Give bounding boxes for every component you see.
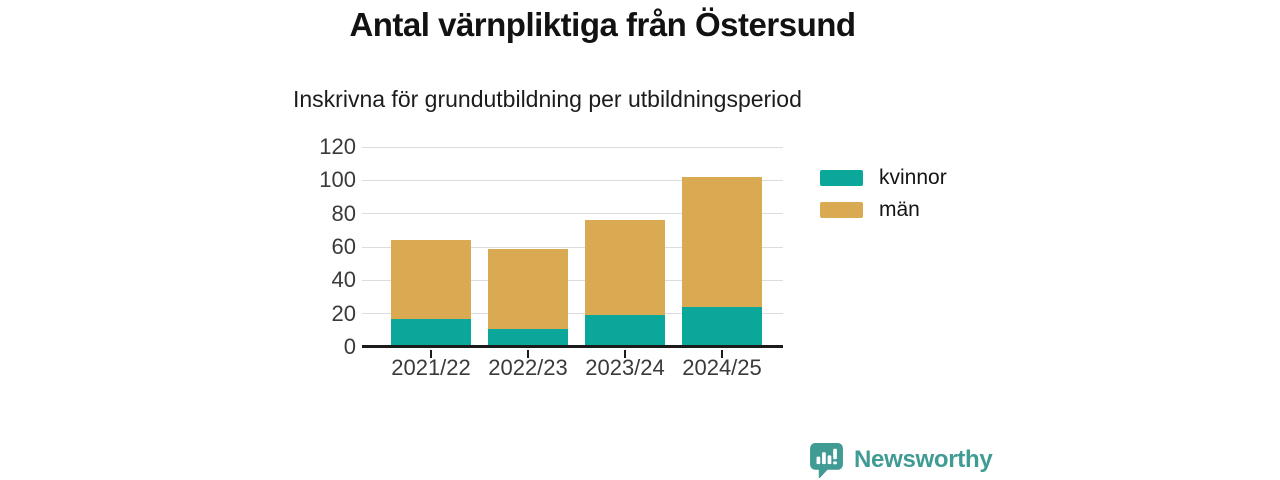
gridline-y60	[362, 246, 783, 248]
gridline-y20	[362, 313, 783, 315]
x-tick-2022/23	[527, 350, 529, 358]
gridline-y80	[362, 213, 783, 215]
newsworthy-branding: Newsworthy	[808, 441, 993, 478]
x-axis-line	[362, 345, 783, 348]
bar-2024/25	[682, 177, 762, 347]
x-tick-label: 2021/22	[391, 355, 471, 380]
plot-area: 0 20 40 60 80 100 120 2021/22 2022/23 2023/24 2024…	[319, 134, 783, 380]
legend-swatch-män	[820, 201, 863, 218]
legend-label: kvinnor	[879, 166, 947, 189]
x-tick-2021/22	[430, 350, 432, 358]
y-tick-label: 20	[331, 300, 356, 326]
y-tick-label: 100	[319, 167, 356, 193]
x-tick-2024/25	[721, 350, 723, 358]
x-tick-label: 2024/25	[682, 355, 762, 380]
y-tick-label: 120	[319, 134, 356, 159]
bar-segment-kvinnor-2023/24	[585, 315, 665, 347]
gridline-y40	[362, 279, 783, 281]
bar-segment-män-2024/25	[682, 177, 762, 307]
bar-segment-kvinnor-2024/25	[682, 307, 762, 347]
bar-2023/24	[585, 220, 665, 347]
x-tick-2023/24	[624, 350, 626, 358]
bar-segment-män-2022/23	[488, 248, 568, 329]
y-tick-label: 60	[331, 234, 356, 259]
y-tick-label: 0	[343, 334, 356, 359]
x-tick-label: 2022/23	[488, 355, 568, 380]
chart-title: Antal värnpliktiga från Östersund	[349, 6, 856, 43]
gridline-y120	[362, 146, 783, 148]
chart-subtitle: Inskrivna för grundutbildning per utbild…	[293, 86, 802, 112]
bar-segment-kvinnor-2021/22	[391, 318, 471, 347]
newsworthy-logo-text: Newsworthy	[854, 445, 993, 473]
y-tick-label: 40	[331, 267, 356, 293]
bar-segment-män-2021/22	[391, 240, 471, 319]
y-tick-label: 80	[331, 200, 356, 226]
legend-swatch-kvinnor	[820, 169, 863, 186]
legend-item-kvinnor: kvinnor	[820, 166, 947, 189]
legend-label: män	[879, 198, 920, 221]
bar-2022/23	[488, 248, 568, 347]
legend-item-män: män	[820, 198, 947, 221]
x-tick-label: 2023/24	[585, 355, 665, 380]
bar-segment-kvinnor-2022/23	[488, 328, 568, 347]
bar-segment-män-2023/24	[585, 220, 665, 316]
gridline-y100	[362, 179, 783, 181]
legend: kvinnor män	[820, 166, 947, 233]
bar-2021/22	[391, 240, 471, 347]
newsworthy-logo-icon	[810, 443, 843, 478]
